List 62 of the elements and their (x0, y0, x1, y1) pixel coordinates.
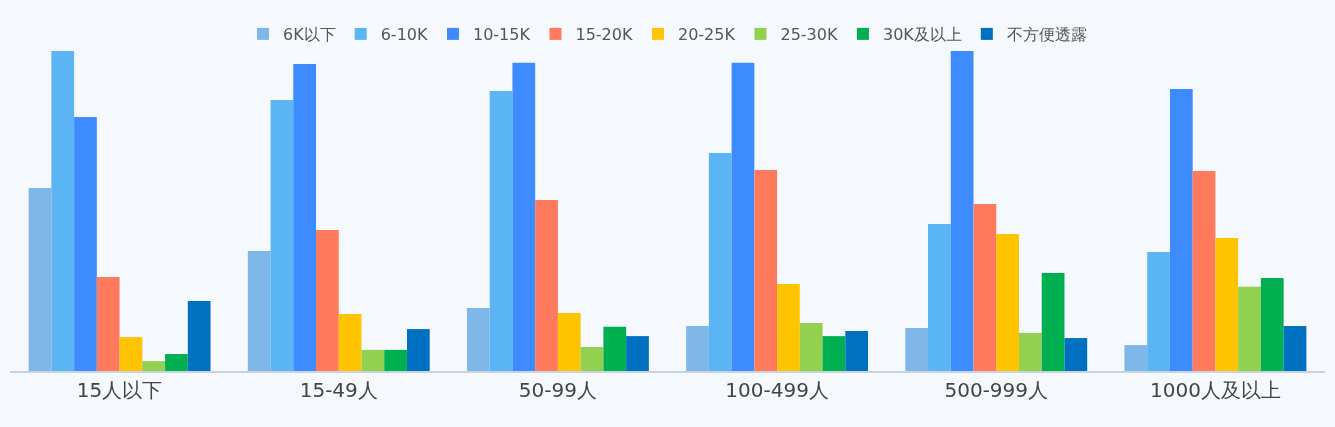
bar (580, 347, 604, 371)
legend-label: 15-20K (575, 25, 633, 45)
bar (1238, 286, 1261, 371)
bar (119, 337, 143, 371)
bar (51, 51, 75, 371)
bar (1018, 332, 1042, 371)
bar (799, 323, 823, 371)
bar (928, 224, 951, 371)
bar (28, 187, 52, 371)
bar (626, 336, 649, 371)
bar (1215, 237, 1239, 371)
bar (270, 99, 294, 371)
bar (384, 349, 407, 371)
bar (731, 62, 755, 371)
bar (361, 349, 385, 371)
bar (905, 328, 929, 371)
bar (996, 234, 1019, 371)
legend-label: 6K以下 (283, 25, 336, 45)
bar (535, 200, 558, 371)
x-tick-label: 100-499人 (725, 378, 829, 402)
bar (973, 203, 997, 371)
bar (142, 361, 166, 371)
legend-label: 20-25K (677, 25, 736, 45)
bar (708, 153, 732, 371)
bar (1283, 325, 1307, 371)
bar (1260, 277, 1284, 371)
bar (754, 170, 778, 371)
legend-label: 不方便透露 (1006, 25, 1087, 45)
legend-label: 25-30K (780, 25, 838, 45)
bar (406, 329, 430, 371)
bar (1064, 338, 1088, 371)
legend-label: 10-15K (472, 25, 531, 45)
bar (1041, 273, 1065, 371)
bar (187, 300, 211, 371)
bar (247, 251, 271, 371)
bar (777, 283, 800, 371)
bar (1192, 171, 1216, 371)
bar (1169, 89, 1193, 371)
bar (338, 314, 362, 371)
bar (74, 116, 97, 371)
x-tick-label: 15-49人 (299, 378, 378, 402)
x-tick-label: 15人以下 (76, 378, 163, 402)
bar (686, 325, 709, 371)
bar (489, 91, 513, 371)
bar (165, 354, 188, 371)
bar (950, 51, 974, 371)
bar (466, 307, 490, 371)
legend-label: 6-10K (380, 25, 428, 45)
bar (557, 313, 581, 371)
x-tick-label: 500-999人 (944, 378, 1049, 402)
bar (845, 331, 869, 371)
legend-label: 30K及以上 (882, 25, 962, 45)
bar (293, 64, 317, 371)
bar (1147, 251, 1170, 371)
bar (603, 326, 627, 371)
bar (512, 62, 536, 371)
bar (96, 276, 120, 371)
bar (1124, 345, 1148, 371)
x-tick-label: 50-99人 (518, 378, 597, 402)
x-tick-label: 1000人及以上 (1149, 378, 1281, 402)
bar (316, 229, 339, 371)
bar (822, 336, 846, 371)
